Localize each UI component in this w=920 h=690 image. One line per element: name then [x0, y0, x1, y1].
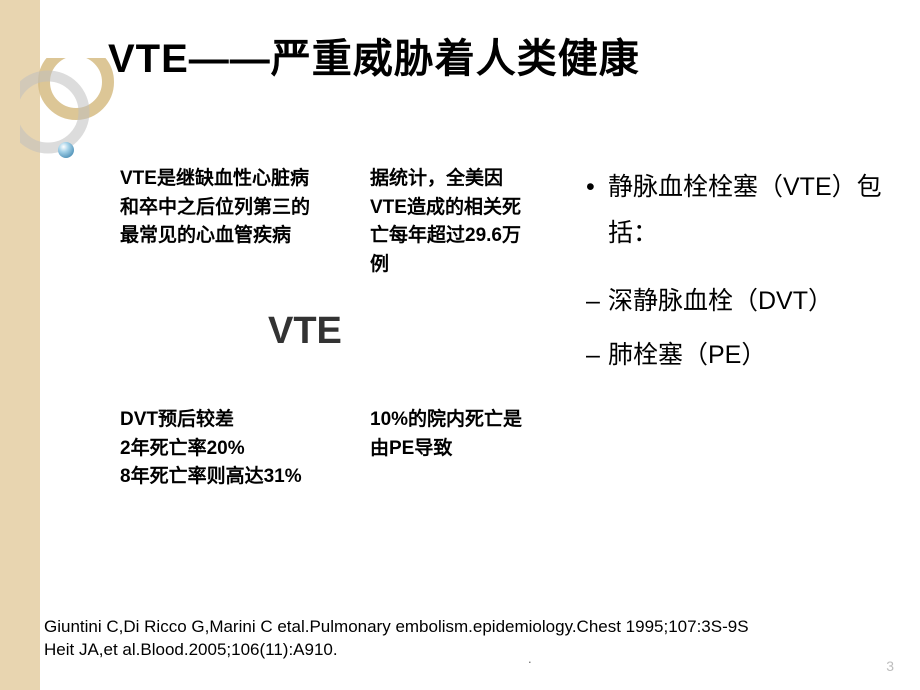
fact-box-top-left: VTE是继缺血性心脏病和卒中之后位列第三的最常见的心血管疾病: [120, 165, 310, 251]
citation-text: Giuntini C,Di Ricco G,Marini C etal.Pulm…: [44, 616, 749, 662]
fact-box-bottom-left: DVT预后较差 2年死亡率20% 8年死亡率则高达31%: [120, 406, 310, 492]
page-number: 3: [886, 658, 894, 674]
bullet-sub-dvt: 深静脉血栓（DVT）: [578, 275, 898, 328]
slide-title: VTE——严重威胁着人类健康: [108, 26, 640, 84]
bullet-main: 静脉血栓栓塞（VTE）包括：: [578, 164, 898, 257]
fact-box-bottom-right: 10%的院内死亡是由PE导致: [370, 406, 540, 463]
bullet-list: 静脉血栓栓塞（VTE）包括： 深静脉血栓（DVT） 肺栓塞（PE）: [578, 164, 898, 382]
left-border-strip: [0, 0, 40, 690]
center-label-vte: VTE: [268, 310, 342, 353]
fact-box-top-right: 据统计，全美因VTE造成的相关死亡每年超过29.6万例: [370, 165, 530, 279]
footer-dot: .: [528, 651, 532, 666]
citation-line-1: Giuntini C,Di Ricco G,Marini C etal.Pulm…: [44, 616, 749, 639]
bullet-sub-pe: 肺栓塞（PE）: [578, 329, 898, 382]
citation-line-2: Heit JA,et al.Blood.2005;106(11):A910.: [44, 639, 749, 662]
